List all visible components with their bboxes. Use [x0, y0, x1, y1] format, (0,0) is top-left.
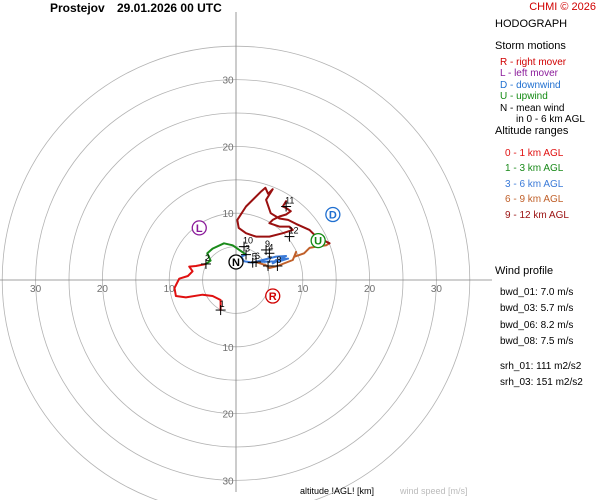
trace-1-3kmAGL: [204, 242, 247, 265]
altitude-legend: 0 - 1 km AGL 1 - 3 km AGL 3 - 6 km AGL 6 - …: [505, 146, 569, 224]
height-label-8: 8: [276, 255, 281, 265]
storm-motion-legend-item-2: D - downwind: [500, 79, 561, 91]
altitude-unit-label: altitude !AGL! [km]: [300, 486, 375, 496]
storm-letter-U: U: [314, 236, 322, 248]
height-marker-10: 10: [239, 236, 253, 252]
wind-profile-values: bwd_01: 7.0 m/s bwd_03: 5.7 m/s bwd_06: 8.…: [500, 285, 583, 351]
storm-marker-L: L: [191, 220, 207, 236]
storm-letter-R: R: [269, 291, 277, 303]
storm-motion-markers: R L D U N: [191, 206, 341, 304]
helicity-item-1: srh_03: 151 m2/s2: [500, 376, 583, 388]
valid-time: 29.01.2026 00 UTC: [117, 1, 222, 15]
tick-label-x-5: 30: [431, 284, 443, 295]
height-marker-2: 2: [200, 253, 211, 269]
storm-letter-D: D: [329, 210, 337, 222]
tick-label-x-4: 20: [364, 284, 376, 295]
storm-circle-R: [265, 288, 281, 304]
height-marker-8: 8: [272, 255, 283, 271]
storm-letter-L: L: [196, 223, 203, 235]
storm-marker-R: R: [265, 288, 281, 304]
storm-motion-legend-item-5: in 0 - 6 km AGL: [516, 114, 585, 125]
storm-motions-section: Storm motions R - right mover L - left mo…: [495, 40, 585, 126]
height-label-6: 6: [255, 251, 260, 261]
trace-9-12kmAGL: [236, 186, 331, 245]
helicity-item-0: srh_01: 111 m2/s2: [500, 360, 582, 372]
storm-marker-D: D: [325, 206, 341, 223]
altitude-title: Altitude ranges: [495, 125, 569, 137]
storm-motions-legend: R - right mover L - left mover D - downwin…: [500, 57, 585, 126]
altitude-legend-item-0: 0 - 1 km AGL: [505, 147, 564, 159]
height-label-5: 5: [252, 252, 257, 262]
storm-letter-N: N: [232, 257, 240, 269]
height-marker-12: 12: [284, 226, 298, 242]
storm-motion-legend-item-1: L - left mover: [500, 68, 558, 79]
height-marker-1: 1: [215, 299, 226, 316]
wind-profile-item-1: bwd_03: 5.7 m/s: [500, 303, 574, 314]
height-label-1: 1: [220, 299, 225, 309]
storm-motion-legend-item-3: U - upwind: [500, 91, 548, 102]
wind-profile-item-2: bwd_06: 8.2 m/s: [500, 319, 574, 331]
height-marker-7: 7: [263, 255, 274, 271]
tick-label-y-10: 20: [222, 410, 234, 421]
storm-circle-L: [191, 220, 207, 236]
storm-marker-U: U: [310, 232, 326, 249]
tick-label-x-3: 10: [297, 284, 309, 295]
copyright: CHMI © 2026: [529, 1, 596, 13]
tick-label-y-6: 30: [222, 76, 234, 87]
height-marker-11: 11: [281, 196, 294, 212]
tick-label-y-7: 20: [222, 142, 234, 153]
tick-label-x-1: 20: [97, 284, 109, 295]
height-label-7: 7: [267, 255, 272, 265]
height-marker-3: 3: [241, 244, 252, 260]
height-label-3: 3: [245, 244, 250, 254]
storm-circle-U: [310, 232, 326, 249]
tick-label-y-8: 10: [222, 209, 234, 220]
wind-speed-unit-label: wind speed [m/s]: [400, 486, 468, 496]
tick-label-y-9: 10: [222, 343, 234, 354]
helicity-values: srh_01: 111 m2/s2 srh_03: 151 m2/s2: [500, 359, 583, 391]
storm-marker-N: N: [228, 254, 244, 270]
height-label-9: 9: [265, 239, 270, 249]
wind-profile-title: Wind profile: [495, 265, 554, 277]
height-label-2: 2: [205, 253, 210, 263]
height-label-10: 10: [243, 236, 253, 246]
tick-label-y-11: 30: [222, 476, 234, 487]
axis-tick-labels: 30 20 10 10 20 30 30 20 10 10 20 30: [30, 76, 442, 488]
trace-3-6kmAGL: [240, 253, 290, 265]
altitude-legend-item-1: 1 - 3 km AGL: [505, 163, 564, 174]
altitude-legend-item-2: 3 - 6 km AGL: [505, 178, 564, 190]
height-label-11: 11: [285, 196, 294, 206]
height-label-4: 4: [268, 242, 273, 252]
wind-profile-section: Wind profile bwd_01: 7.0 m/s bwd_03: 5.7 …: [495, 265, 583, 391]
height-marker-6: 6: [251, 251, 262, 267]
storm-motions-title: Storm motions: [495, 40, 566, 52]
storm-motion-legend-item-4: N - mean wind: [500, 102, 565, 114]
station-name: Prostejov: [50, 1, 105, 15]
storm-circle-D: [325, 206, 341, 223]
wind-profile-item-0: bwd_01: 7.0 m/s: [500, 286, 574, 298]
altitude-legend-item-3: 6 - 9 km AGL: [505, 194, 564, 205]
hodograph-axes: [0, 12, 492, 492]
height-label-12: 12: [288, 226, 298, 236]
storm-motion-legend-item-0: R - right mover: [500, 56, 567, 68]
altitude-legend-item-4: 9 - 12 km AGL: [505, 209, 569, 221]
tick-label-x-0: 30: [30, 284, 42, 295]
storm-circle-N: [228, 254, 244, 270]
panel-title: HODOGRAPH: [495, 18, 568, 30]
wind-profile-item-3: bwd_08: 7.5 m/s: [500, 336, 574, 347]
height-marker-9: 9: [261, 239, 272, 255]
tick-label-x-2: 10: [164, 284, 176, 295]
altitude-section: Altitude ranges 0 - 1 km AGL 1 - 3 km AGL…: [495, 125, 569, 224]
trace-0-1kmAGL: [173, 263, 222, 312]
